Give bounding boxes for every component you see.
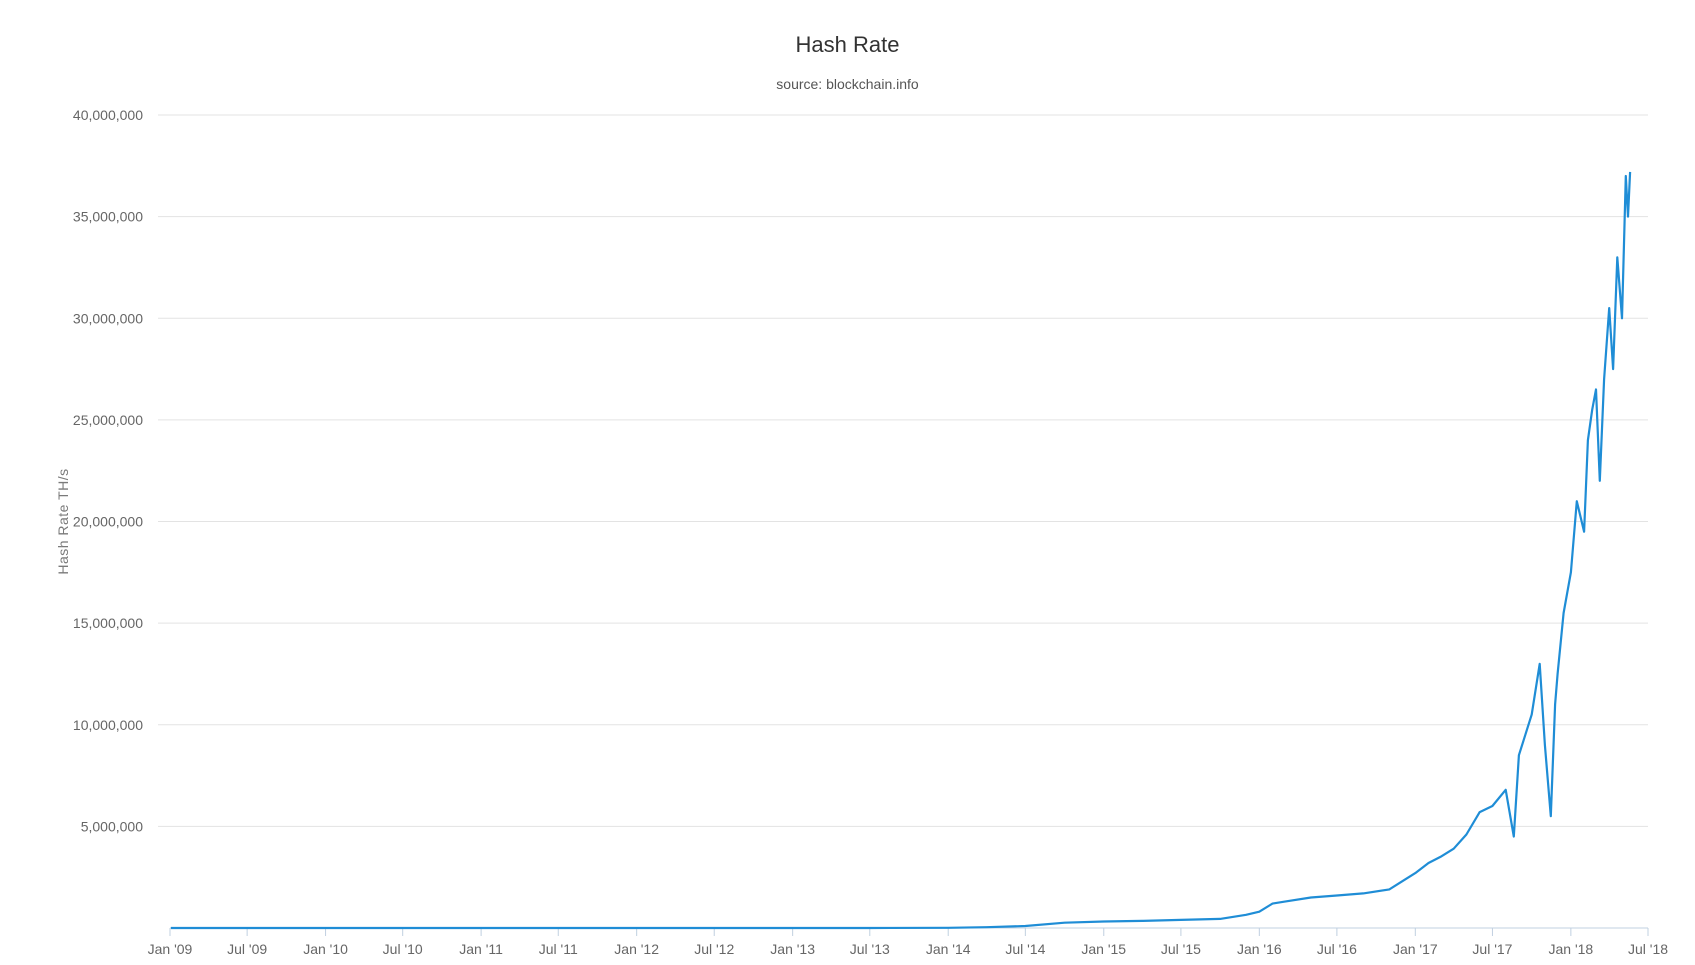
y-tick-label: 5,000,000 <box>81 818 143 834</box>
x-tick-label: Jan '12 <box>614 941 659 957</box>
x-tick-label: Jul '10 <box>383 941 423 957</box>
hash-rate-line <box>170 171 1632 930</box>
x-tick-label: Jan '18 <box>1549 941 1594 957</box>
y-tick-label: 15,000,000 <box>73 615 143 631</box>
x-tick-label: Jan '16 <box>1237 941 1282 957</box>
x-tick-label: Jul '15 <box>1161 941 1201 957</box>
x-tick-label: Jan '13 <box>770 941 815 957</box>
x-tick-label: Jul '12 <box>694 941 734 957</box>
y-tick-label: 20,000,000 <box>73 514 143 530</box>
chart-title: Hash Rate <box>795 32 900 57</box>
y-tick-label: 40,000,000 <box>73 107 143 123</box>
x-tick-label: Jan '15 <box>1081 941 1126 957</box>
chart-subtitle: source: blockchain.info <box>776 76 919 92</box>
x-tick-label: Jan '17 <box>1393 941 1438 957</box>
y-axis-ticks: 5,000,000 10,000,000 15,000,000 20,000,000 2… <box>73 107 143 834</box>
y-tick-label: 30,000,000 <box>73 310 143 326</box>
x-tick-label: Jan '09 <box>148 941 193 957</box>
y-tick-label: 35,000,000 <box>73 209 143 225</box>
x-tick-label: Jul '09 <box>227 941 267 957</box>
x-tick-label: Jan '11 <box>459 941 503 957</box>
x-tick-label: Jul '18 <box>1628 941 1668 957</box>
x-tick-label: Jul '14 <box>1005 941 1045 957</box>
series-layer <box>170 171 1632 930</box>
y-tick-label: 10,000,000 <box>73 717 143 733</box>
y-tick-label: 25,000,000 <box>73 412 143 428</box>
x-axis-ticks: Jan '09 Jul '09 Jan '10 Jul '10 Jan '11 Jul '… <box>148 928 1668 957</box>
x-tick-label: Jul '17 <box>1472 941 1512 957</box>
x-tick-label: Jul '11 <box>539 941 578 957</box>
x-tick-label: Jan '10 <box>303 941 348 957</box>
y-axis-title: Hash Rate TH/s <box>55 468 71 574</box>
x-tick-label: Jul '16 <box>1317 941 1357 957</box>
x-tick-label: Jan '14 <box>926 941 971 957</box>
x-tick-label: Jul '13 <box>850 941 890 957</box>
grid-layer <box>158 114 1648 929</box>
